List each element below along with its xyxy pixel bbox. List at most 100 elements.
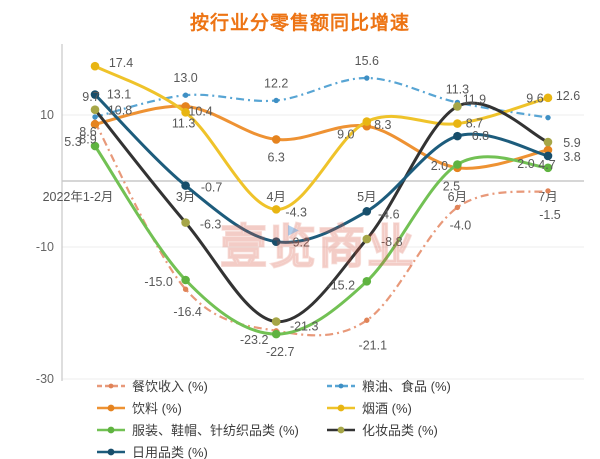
point-label: 8.9	[79, 132, 96, 146]
point-label: 9.6	[526, 92, 543, 106]
data-point	[181, 218, 190, 227]
data-point	[362, 207, 372, 216]
point-label: 8.6	[79, 125, 96, 139]
legend-item-beverages[interactable]: 饮料 (%)	[97, 398, 182, 417]
legend-item-grain-oil-food[interactable]: 粮油、食品 (%)	[327, 376, 451, 395]
data-point	[543, 163, 553, 173]
series-points-tobacco-alcohol	[90, 61, 553, 214]
point-label: 11.3	[172, 116, 195, 130]
legend-label: 餐饮收入 (%)	[132, 379, 208, 394]
data-point	[362, 277, 372, 286]
point-label: 2.0	[517, 157, 534, 171]
series-points-daily-necessities	[90, 90, 553, 247]
legend-marker-tobacco-alcohol	[327, 404, 355, 411]
legend-marker-cosmetics	[327, 426, 355, 433]
legend-marker-beverages	[97, 404, 125, 411]
point-label: -0.7	[201, 181, 223, 195]
point-label: 5.9	[563, 136, 580, 150]
point-label: 6.3	[268, 150, 285, 164]
data-point	[543, 145, 553, 155]
data-point	[543, 93, 553, 103]
data-point	[90, 90, 100, 99]
series-line-catering-revenue	[94, 121, 549, 337]
point-label: -23.2	[240, 333, 269, 347]
data-point	[181, 181, 190, 190]
point-label: 11.9	[463, 92, 486, 106]
point-label: 13.1	[107, 88, 131, 102]
point-label: -15.2	[327, 278, 356, 292]
point-label: 4.7	[538, 158, 555, 172]
data-point	[364, 317, 370, 323]
point-label: 11.3	[446, 82, 469, 96]
legend-item-tobacco-alcohol[interactable]: 烟酒 (%)	[327, 398, 412, 417]
point-label: 12.2	[264, 76, 288, 90]
point-label: 2.0	[431, 159, 448, 173]
point-label: 10.8	[108, 104, 132, 118]
point-label: 8.3	[374, 118, 391, 132]
series-points-catering-revenue	[92, 119, 551, 334]
data-point	[453, 119, 462, 128]
point-label: 15.6	[355, 54, 379, 68]
point-label: 5.3	[64, 135, 81, 149]
data-point	[453, 102, 462, 111]
legend-label: 饮料 (%)	[132, 401, 182, 416]
data-point	[362, 117, 372, 126]
data-point	[90, 119, 100, 129]
point-label: -15.0	[144, 275, 173, 289]
x-axis-label: 4月	[266, 190, 285, 204]
data-point	[271, 317, 281, 326]
data-point	[271, 205, 281, 214]
data-point	[364, 75, 370, 81]
data-point	[543, 151, 553, 161]
legend-item-catering-revenue[interactable]: 餐饮收入 (%)	[97, 376, 208, 395]
data-point	[181, 275, 190, 285]
point-label: 2.5	[443, 180, 460, 194]
data-point	[271, 329, 281, 339]
data-point	[545, 188, 551, 194]
data-point	[273, 97, 279, 104]
data-point	[90, 105, 100, 115]
data-point	[271, 135, 281, 144]
data-point	[545, 114, 551, 121]
x-axis-label: 3月	[176, 190, 195, 204]
y-tick-label: -30	[36, 372, 54, 386]
point-label: 3.8	[563, 150, 580, 164]
legend-item-cosmetics[interactable]: 化妆品类 (%)	[327, 420, 438, 439]
point-label: -4.6	[378, 207, 400, 221]
point-label: 8.7	[466, 117, 483, 131]
data-point	[181, 108, 190, 117]
page-title: 按行业分零售额同比增速	[189, 13, 410, 34]
legend-marker-daily-necessities	[97, 448, 125, 455]
point-label: -6.3	[200, 218, 222, 232]
legend-marker-clothing-shoes-textiles	[97, 426, 125, 433]
point-label: 12.6	[556, 89, 580, 103]
y-tick-label: 10	[40, 108, 54, 122]
data-point	[182, 286, 189, 292]
data-point	[362, 234, 372, 244]
point-label: 6.8	[472, 129, 489, 143]
point-label: 9.7	[82, 90, 99, 104]
legend-item-clothing-shoes-textiles[interactable]: 服装、鞋帽、针纺织品类 (%)	[97, 420, 299, 439]
point-label: -1.5	[539, 208, 561, 222]
point-label: -22.7	[266, 345, 295, 359]
y-tick-label: -10	[36, 240, 54, 254]
point-label: 10.4	[188, 104, 212, 118]
legend-label: 化妆品类 (%)	[362, 423, 438, 438]
x-axis-label: 7月	[538, 190, 557, 204]
point-label: -9.2	[288, 236, 310, 250]
point-label: -21.1	[359, 338, 388, 352]
series-points-clothing-shoes-textiles	[90, 141, 553, 339]
data-point	[181, 102, 190, 111]
x-axis-label: 6月	[448, 190, 467, 204]
point-label: 13.0	[173, 71, 197, 85]
data-point	[543, 137, 553, 147]
series-line-clothing-shoes-textiles	[93, 145, 549, 336]
point-label: -4.0	[450, 218, 472, 232]
data-point	[271, 237, 281, 247]
point-label: 9.0	[337, 128, 354, 142]
legend-label: 烟酒 (%)	[362, 401, 412, 416]
data-point	[92, 114, 98, 120]
legend-item-daily-necessities[interactable]: 日用品类 (%)	[97, 442, 208, 459]
